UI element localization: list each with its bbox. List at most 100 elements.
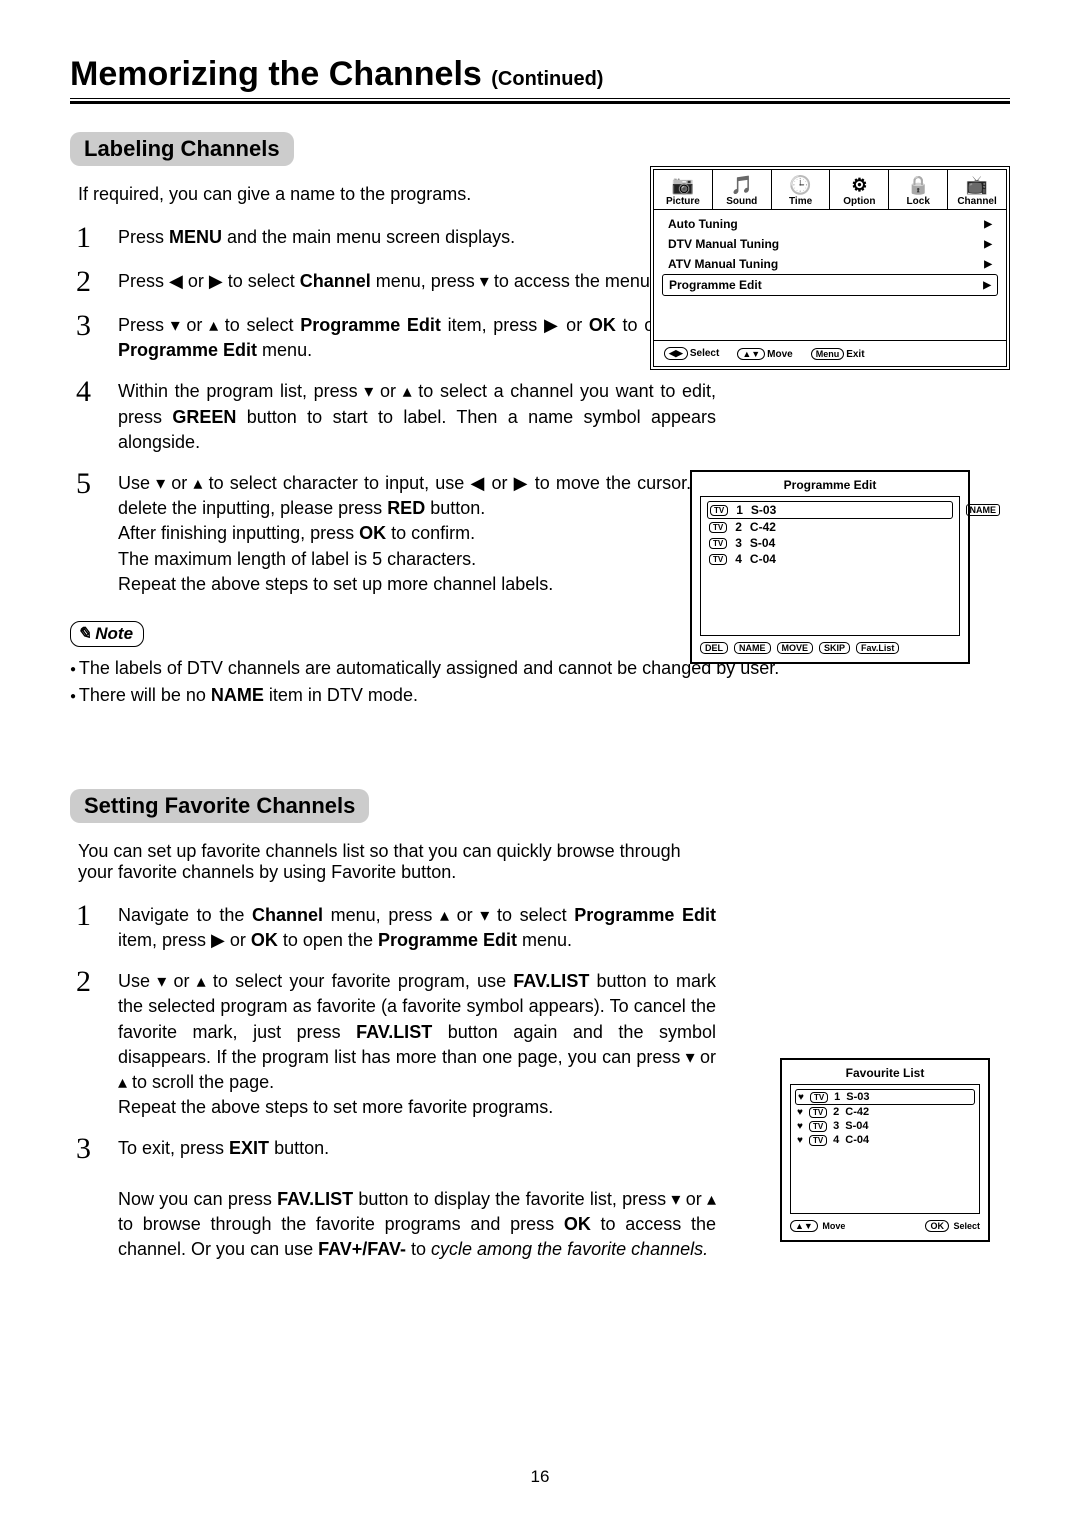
fav-row: ♥TV4C-04: [795, 1133, 975, 1147]
step: 2Use ▾ or ▴ to select your favorite prog…: [76, 967, 716, 1120]
page-number: 16: [0, 1467, 1080, 1487]
osd-fav-rows: ♥TV1S-03♥TV2C-42♥TV3S-04♥TV4C-04: [790, 1084, 980, 1214]
osd-menu-row: Auto Tuning▶: [662, 214, 998, 234]
osd-tab: 🔒Lock: [889, 170, 948, 209]
osd-menu-items: Auto Tuning▶DTV Manual Tuning▶ATV Manual…: [654, 210, 1006, 300]
osd-menu-row: ATV Manual Tuning▶: [662, 254, 998, 274]
step-number: 3: [76, 311, 118, 341]
name-tag: NAME: [966, 504, 1001, 516]
step-number: 1: [76, 901, 118, 931]
step-number: 3: [76, 1134, 118, 1164]
tv-tag: TV: [709, 554, 727, 565]
step: 3Press ▾ or ▴ to select Programme Edit i…: [76, 311, 716, 363]
osd-action-button: MOVE: [777, 642, 814, 654]
note-label: ✎ Note: [70, 621, 144, 647]
fav-row: ♥TV2C-42: [795, 1105, 975, 1119]
page-title: Memorizing the Channels (Continued): [70, 55, 1010, 94]
step-text: Within the program list, press ▾ or ▴ to…: [118, 377, 716, 455]
tab-icon: 🎵: [713, 174, 771, 196]
osd-favourite-list: Favourite List ♥TV1S-03♥TV2C-42♥TV3S-04♥…: [780, 1058, 990, 1242]
fav-select: OK Select: [925, 1220, 980, 1232]
osd-tab: 🕒Time: [772, 170, 831, 209]
osd-action-button: SKIP: [819, 642, 850, 654]
fav-row: ♥TV3S-04: [795, 1119, 975, 1133]
step-text: To exit, press EXIT button.Now you can p…: [118, 1134, 716, 1262]
osd-menu-row: DTV Manual Tuning▶: [662, 234, 998, 254]
note-item: There will be no NAME item in DTV mode.: [70, 682, 1010, 709]
tv-tag: TV: [810, 1092, 828, 1103]
osd-tab: 🎵Sound: [713, 170, 772, 209]
osd-tab: ⚙Option: [830, 170, 889, 209]
step-number: 1: [76, 223, 118, 253]
step: 2Press ◀ or ▶ to select Channel menu, pr…: [76, 267, 716, 297]
osd-programme-edit: Programme Edit TV1S-03NAMETV2C-42TV3S-04…: [690, 470, 970, 664]
tab-icon: ⚙: [830, 174, 888, 196]
chevron-right-icon: ▶: [984, 259, 992, 270]
osd-channel-menu: 📷Picture🎵Sound🕒Time⚙Option🔒Lock📺Channel …: [650, 166, 1010, 370]
chevron-right-icon: ▶: [984, 219, 992, 230]
osd-fav-title: Favourite List: [790, 1066, 980, 1080]
osd-prog-title: Programme Edit: [700, 478, 960, 492]
heart-icon: ♥: [797, 1121, 803, 1132]
tv-tag: TV: [809, 1135, 827, 1146]
section-heading-favorites: Setting Favorite Channels: [70, 789, 369, 823]
osd-tab: 📺Channel: [948, 170, 1006, 209]
osd-prog-buttons: DEL NAME MOVE SKIP Fav.List: [700, 642, 960, 654]
note-icon: ✎: [77, 624, 91, 644]
nav-exit: MenuExit: [811, 348, 865, 360]
prog-row: TV3S-04: [707, 535, 953, 551]
tab-icon: 📺: [948, 174, 1006, 196]
step-text: Press ▾ or ▴ to select Programme Edit it…: [118, 311, 716, 363]
osd-tab: 📷Picture: [654, 170, 713, 209]
step-number: 2: [76, 267, 118, 297]
step-text: Press ◀ or ▶ to select Channel menu, pre…: [118, 267, 655, 294]
step: 5Use ▾ or ▴ to select character to input…: [76, 469, 716, 597]
tv-tag: TV: [809, 1121, 827, 1132]
tv-tag: TV: [709, 538, 727, 549]
step-text: Press MENU and the main menu screen disp…: [118, 223, 515, 250]
osd-menu-row: Programme Edit▶: [662, 274, 998, 296]
note-text: Note: [95, 624, 133, 644]
tv-tag: TV: [809, 1107, 827, 1118]
step-text: Use ▾ or ▴ to select your favorite progr…: [118, 967, 716, 1120]
osd-action-button: Fav.List: [856, 642, 899, 654]
step: 1Navigate to the Channel menu, press ▴ o…: [76, 901, 716, 953]
tv-tag: TV: [710, 505, 728, 516]
fav-row: ♥TV1S-03: [795, 1089, 975, 1105]
step: 4Within the program list, press ▾ or ▴ t…: [76, 377, 716, 455]
tab-icon: 🕒: [772, 174, 830, 196]
osd-action-button: DEL: [700, 642, 728, 654]
tv-tag: TV: [709, 522, 727, 533]
title-continued: (Continued): [491, 68, 603, 90]
chevron-right-icon: ▶: [983, 280, 991, 291]
prog-row: TV2C-42: [707, 519, 953, 535]
prog-row: TV4C-04: [707, 551, 953, 567]
title-main: Memorizing the Channels: [70, 55, 491, 93]
rule-thick: [70, 101, 1010, 104]
fav-move: ▲▼ Move: [790, 1220, 845, 1232]
chevron-right-icon: ▶: [984, 239, 992, 250]
heart-icon: ♥: [798, 1092, 804, 1103]
nav-select: ◀▶Select: [664, 347, 719, 360]
heart-icon: ♥: [797, 1135, 803, 1146]
step-number: 2: [76, 967, 118, 997]
tab-icon: 📷: [654, 174, 712, 196]
step-number: 5: [76, 469, 118, 499]
step: 3To exit, press EXIT button.Now you can …: [76, 1134, 716, 1262]
osd-action-button: NAME: [734, 642, 771, 654]
osd-tabs: 📷Picture🎵Sound🕒Time⚙Option🔒Lock📺Channel: [654, 170, 1006, 210]
step-text: Use ▾ or ▴ to select character to input,…: [118, 469, 716, 597]
step-text: Navigate to the Channel menu, press ▴ or…: [118, 901, 716, 953]
osd-prog-list: TV1S-03NAMETV2C-42TV3S-04TV4C-04: [700, 496, 960, 636]
section2-intro: You can set up favorite channels list so…: [78, 841, 718, 883]
nav-move: ▲▼Move: [737, 348, 792, 360]
step: 1Press MENU and the main menu screen dis…: [76, 223, 716, 253]
tab-icon: 🔒: [889, 174, 947, 196]
osd-fav-footer: ▲▼ Move OK Select: [790, 1220, 980, 1232]
osd-menu-footer: ◀▶Select ▲▼Move MenuExit: [654, 340, 1006, 366]
rule-thin: [70, 98, 1010, 99]
prog-row: TV1S-03NAME: [707, 501, 953, 519]
step-number: 4: [76, 377, 118, 407]
section-heading-labeling: Labeling Channels: [70, 132, 294, 166]
heart-icon: ♥: [797, 1107, 803, 1118]
